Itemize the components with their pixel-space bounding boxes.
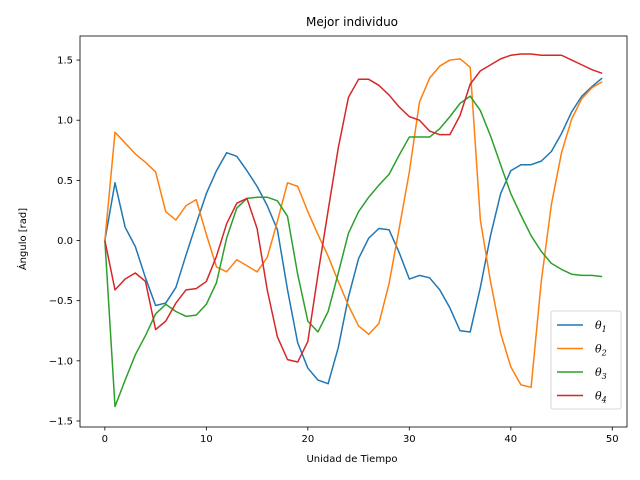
y-tick-label: 0.0 xyxy=(57,236,73,247)
legend-label-2: θ2 xyxy=(595,343,607,358)
y-axis-label: Ángulo [rad] xyxy=(16,208,29,270)
series-line-4 xyxy=(104,53,603,363)
x-axis-label: Unidad de Tiempo xyxy=(306,454,397,465)
series-line-3 xyxy=(104,95,603,408)
legend-symbol: θ xyxy=(595,390,602,403)
plot-area xyxy=(79,35,628,428)
legend-subscript: 3 xyxy=(602,372,607,381)
y-axis: −1.5 −1.0 −0.5 0.0 0.5 1.0 1.5 xyxy=(49,56,80,427)
x-tick-label: 10 xyxy=(200,434,213,445)
y-tick-label: 0.5 xyxy=(57,176,73,187)
plot-frame xyxy=(79,35,628,428)
x-tick-label: 30 xyxy=(403,434,416,445)
y-tick-label: 1.5 xyxy=(57,56,73,67)
legend-subscript: 1 xyxy=(602,325,607,334)
chart-title: Mejor individuo xyxy=(306,15,398,29)
y-tick-label: −0.5 xyxy=(49,296,73,307)
x-tick-label: 50 xyxy=(606,434,619,445)
y-tick-label: −1.5 xyxy=(49,416,73,427)
y-tick-label: 1.0 xyxy=(57,116,73,127)
legend-symbol: θ xyxy=(595,366,602,379)
x-tick-label: 20 xyxy=(301,434,314,445)
legend-symbol: θ xyxy=(595,319,602,332)
series-line-1 xyxy=(104,77,603,385)
legend-label-1: θ1 xyxy=(595,319,607,334)
legend-label-3: θ3 xyxy=(595,366,607,381)
legend-subscript: 2 xyxy=(601,349,607,358)
legend-label-4: θ4 xyxy=(595,390,607,405)
legend-subscript: 4 xyxy=(601,396,607,405)
x-tick-label: 0 xyxy=(102,434,108,445)
legend-box xyxy=(550,310,622,410)
legend-symbol: θ xyxy=(595,343,602,356)
x-tick-label: 40 xyxy=(504,434,517,445)
series-line-2 xyxy=(104,58,603,389)
x-axis: 0 10 20 30 40 50 xyxy=(102,427,619,445)
y-tick-label: −1.0 xyxy=(49,356,73,367)
